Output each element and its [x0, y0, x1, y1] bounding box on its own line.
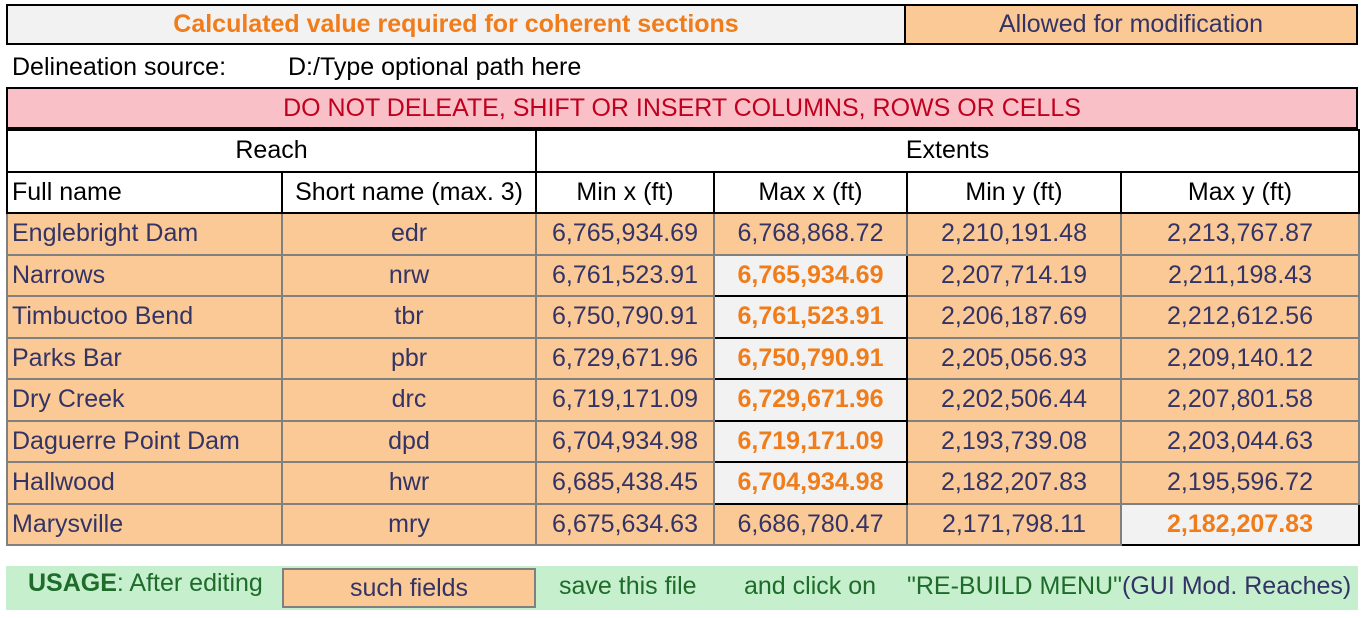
cell-min-x[interactable]: 6,685,438.45 [535, 461, 716, 505]
cell-max-x: 6,704,934.98 [713, 461, 909, 505]
cell-max-y[interactable]: 2,213,767.87 [1120, 212, 1361, 256]
cell-short-name[interactable]: drc [280, 378, 538, 422]
cell-max-y[interactable]: 2,209,140.12 [1120, 336, 1361, 380]
column-header-max-x: Max x (ft) [713, 170, 909, 214]
cell-short-name[interactable]: mry [280, 502, 538, 546]
cell-min-x[interactable]: 6,729,671.96 [535, 336, 716, 380]
cell-min-y[interactable]: 2,210,191.48 [906, 212, 1123, 256]
cell-full-name[interactable]: Narrows [6, 253, 283, 297]
cell-full-name[interactable]: Dry Creek [6, 378, 283, 422]
cell-min-y[interactable]: 2,202,506.44 [906, 378, 1123, 422]
cell-max-y[interactable]: 2,207,801.58 [1120, 378, 1361, 422]
delineation-source-label: Delineation source: [12, 53, 227, 81]
cell-min-y[interactable]: 2,171,798.11 [906, 502, 1123, 546]
cell-min-y[interactable]: 2,207,714.19 [906, 253, 1123, 297]
delineation-source-path[interactable]: D:/Type optional path here [288, 53, 582, 81]
group-header-extents: Extents [535, 129, 1361, 173]
cell-min-y[interactable]: 2,206,187.69 [906, 295, 1123, 339]
warning-banner: DO NOT DELEATE, SHIFT OR INSERT COLUMNS,… [6, 87, 1358, 129]
table-row: Dry Creek drc 6,719,171.09 6,729,671.96 2,20… [6, 378, 1361, 422]
cell-max-y: 2,182,207.83 [1120, 502, 1361, 546]
cell-min-x[interactable]: 6,750,790.91 [535, 295, 716, 339]
column-header-min-x: Min x (ft) [535, 170, 716, 214]
cell-max-x: 6,729,671.96 [713, 378, 909, 422]
cell-min-y[interactable]: 2,205,056.93 [906, 336, 1123, 380]
cell-max-y[interactable]: 2,203,044.63 [1120, 419, 1361, 463]
cell-min-x[interactable]: 6,765,934.69 [535, 212, 716, 256]
cell-short-name[interactable]: edr [280, 212, 538, 256]
column-header-full-name: Full name [6, 170, 283, 214]
column-header-min-y: Min y (ft) [906, 170, 1123, 214]
column-header-short-name: Short name (max. 3) [280, 170, 538, 214]
cell-min-x[interactable]: 6,719,171.09 [535, 378, 716, 422]
group-header-reach: Reach [5, 129, 538, 173]
cell-max-x: 6,750,790.91 [713, 336, 909, 380]
cell-short-name[interactable]: nrw [280, 253, 538, 297]
usage-save-text: save this file [559, 572, 697, 600]
cell-short-name[interactable]: pbr [280, 336, 538, 380]
cell-full-name[interactable]: Timbuctoo Bend [6, 295, 283, 339]
cell-min-x[interactable]: 6,675,634.63 [535, 502, 716, 546]
column-header-max-y: Max y (ft) [1120, 170, 1361, 214]
usage-label: USAGE: After editing [28, 566, 263, 600]
cell-short-name[interactable]: tbr [280, 295, 538, 339]
cell-max-y[interactable]: 2,212,612.56 [1120, 295, 1361, 339]
cell-min-y[interactable]: 2,182,207.83 [906, 461, 1123, 505]
reaches-table: Reach Extents Full name Short name (max.… [5, 129, 1361, 546]
cell-short-name[interactable]: dpd [280, 419, 538, 463]
cell-full-name[interactable]: Parks Bar [6, 336, 283, 380]
cell-max-x[interactable]: 6,686,780.47 [713, 502, 909, 546]
cell-max-x[interactable]: 6,768,868.72 [713, 212, 909, 256]
usage-title: USAGE [28, 569, 117, 597]
cell-full-name[interactable]: Daguerre Point Dam [6, 419, 283, 463]
legend-calculated: Calculated value required for coherent s… [6, 4, 906, 45]
usage-after-editing: : After editing [116, 569, 263, 597]
cell-max-x: 6,719,171.09 [713, 419, 909, 463]
cell-max-y[interactable]: 2,211,198.43 [1120, 253, 1361, 297]
table-row: Narrows nrw 6,761,523.91 6,765,934.69 2,207,… [6, 253, 1361, 297]
usage-rebuild-text: "RE-BUILD MENU"(GUI Mod. Reaches) [907, 566, 1351, 606]
cell-min-x[interactable]: 6,761,523.91 [535, 253, 716, 297]
table-row: Timbuctoo Bend tbr 6,750,790.91 6,761,523.9… [6, 295, 1361, 339]
cell-max-x: 6,761,523.91 [713, 295, 909, 339]
usage-click-text: and click on [744, 572, 877, 600]
table-row: Parks Bar pbr 6,729,671.96 6,750,790.91 2,20… [6, 336, 1361, 380]
usage-example-field: such fields [282, 568, 536, 608]
table-row: Englebright Dam edr 6,765,934.69 6,768,868.… [6, 212, 1361, 256]
cell-full-name[interactable]: Englebright Dam [6, 212, 283, 256]
table-row: Hallwood hwr 6,685,438.45 6,704,934.98 2,182… [6, 461, 1361, 505]
cell-max-x: 6,765,934.69 [713, 253, 909, 297]
table-row: Daguerre Point Dam dpd 6,704,934.98 6,719,1… [6, 419, 1361, 463]
table-row: Marysville mry 6,675,634.63 6,686,780.47 2,1… [6, 502, 1361, 546]
cell-short-name[interactable]: hwr [280, 461, 538, 505]
rebuild-menu-label: "RE-BUILD MENU" [907, 572, 1122, 600]
cell-max-y[interactable]: 2,195,596.72 [1120, 461, 1361, 505]
gui-mod-reaches-label: (GUI Mod. Reaches) [1122, 572, 1352, 600]
legend-allowed: Allowed for modification [906, 4, 1358, 45]
cell-min-x[interactable]: 6,704,934.98 [535, 419, 716, 463]
cell-full-name[interactable]: Marysville [6, 502, 283, 546]
usage-bar [6, 566, 1358, 610]
cell-min-y[interactable]: 2,193,739.08 [906, 419, 1123, 463]
cell-full-name[interactable]: Hallwood [6, 461, 283, 505]
